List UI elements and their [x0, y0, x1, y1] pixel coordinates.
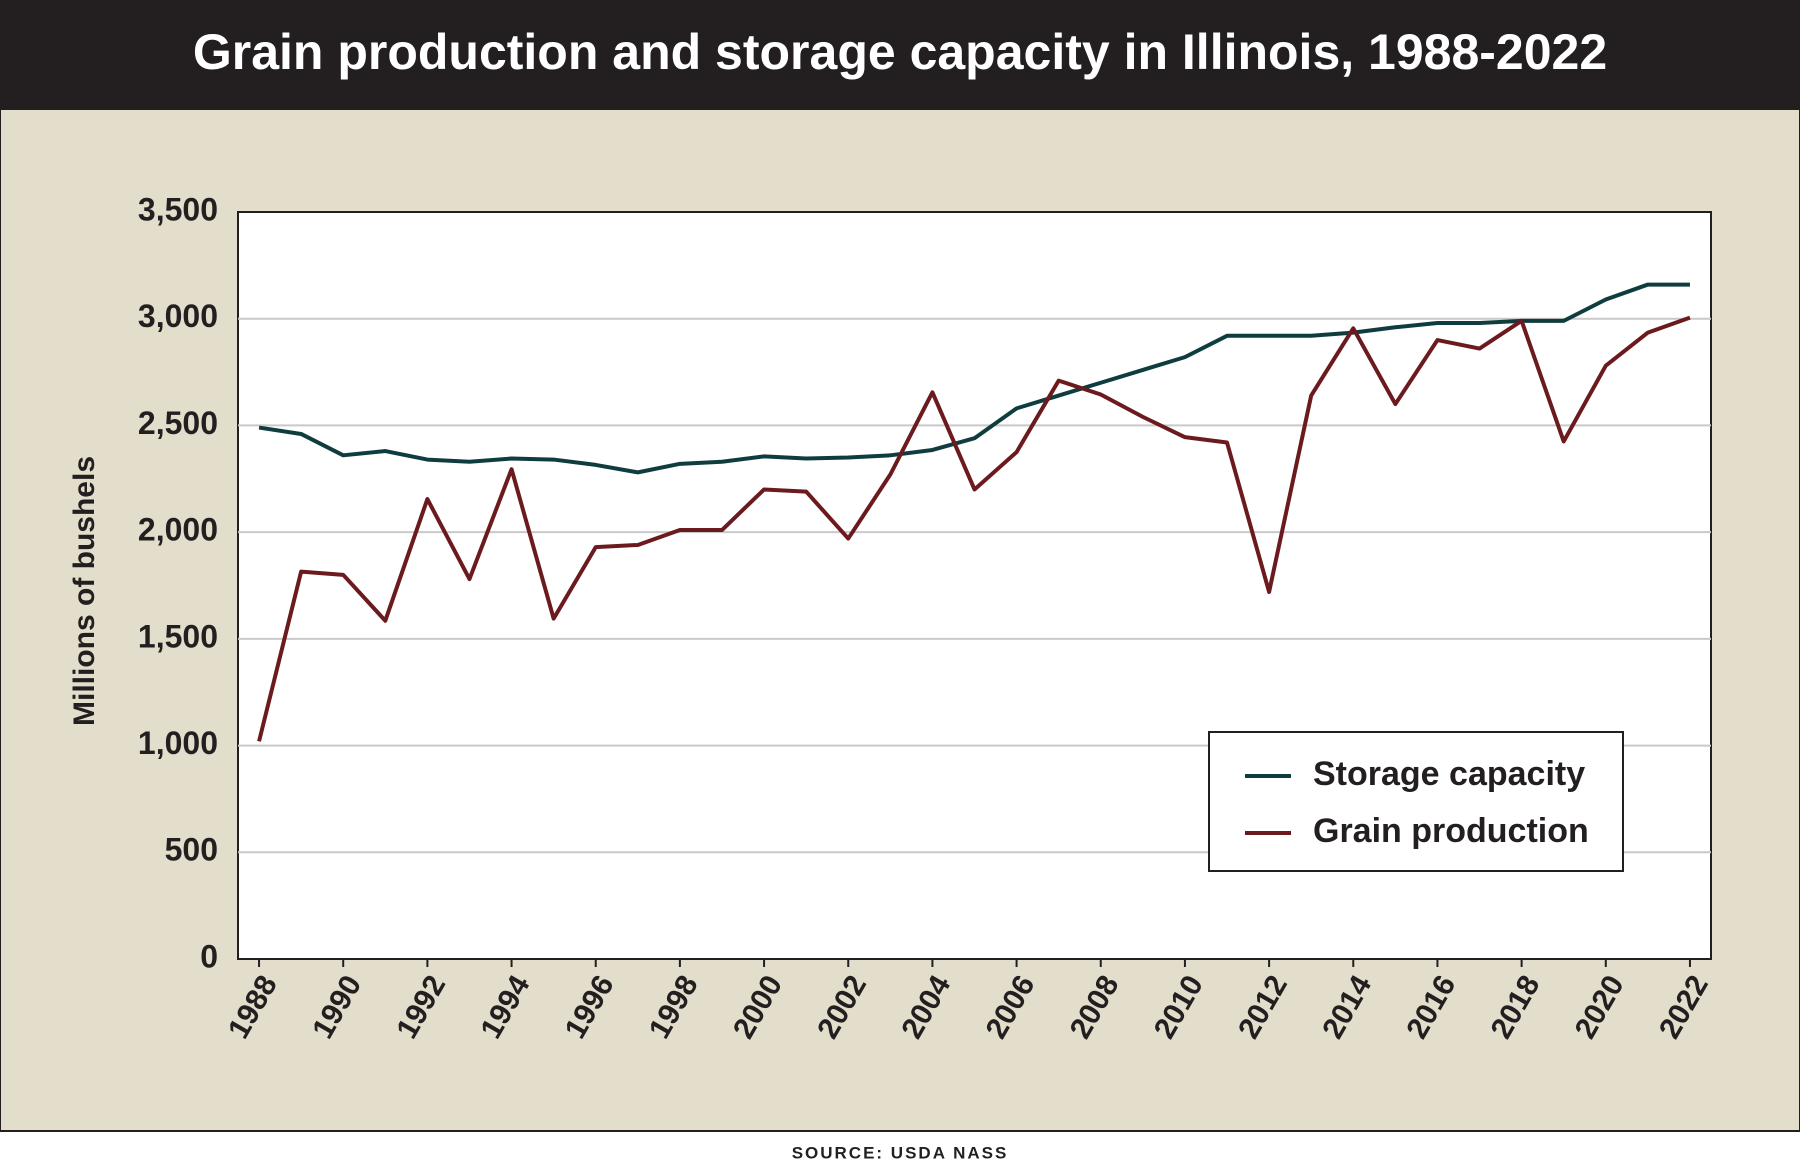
source: SOURCE: USDA NASS: [792, 1143, 1009, 1162]
y-tick-label: 2,500: [138, 405, 218, 441]
series-line: [258, 282, 1690, 475]
chart-title: Grain production and storage capacity in…: [193, 24, 1607, 80]
legend-box: [1208, 731, 1624, 872]
y-tick-label: 3,500: [138, 191, 218, 227]
y-axis-label: Millions of bushels: [68, 456, 101, 726]
y-tick-label: 0: [200, 938, 218, 974]
y-tick-label: 1,500: [138, 618, 218, 654]
y-tick-label: 3,000: [138, 298, 218, 334]
legend-label: Grain production: [1313, 812, 1589, 850]
y-tick-label: 2,000: [138, 512, 218, 548]
y-tick-label: 1,000: [138, 725, 218, 761]
y-tick-label: 500: [165, 832, 218, 868]
legend-label: Storage capacity: [1313, 755, 1585, 793]
title-bar: [0, 0, 1800, 109]
series-line: [257, 315, 1691, 742]
